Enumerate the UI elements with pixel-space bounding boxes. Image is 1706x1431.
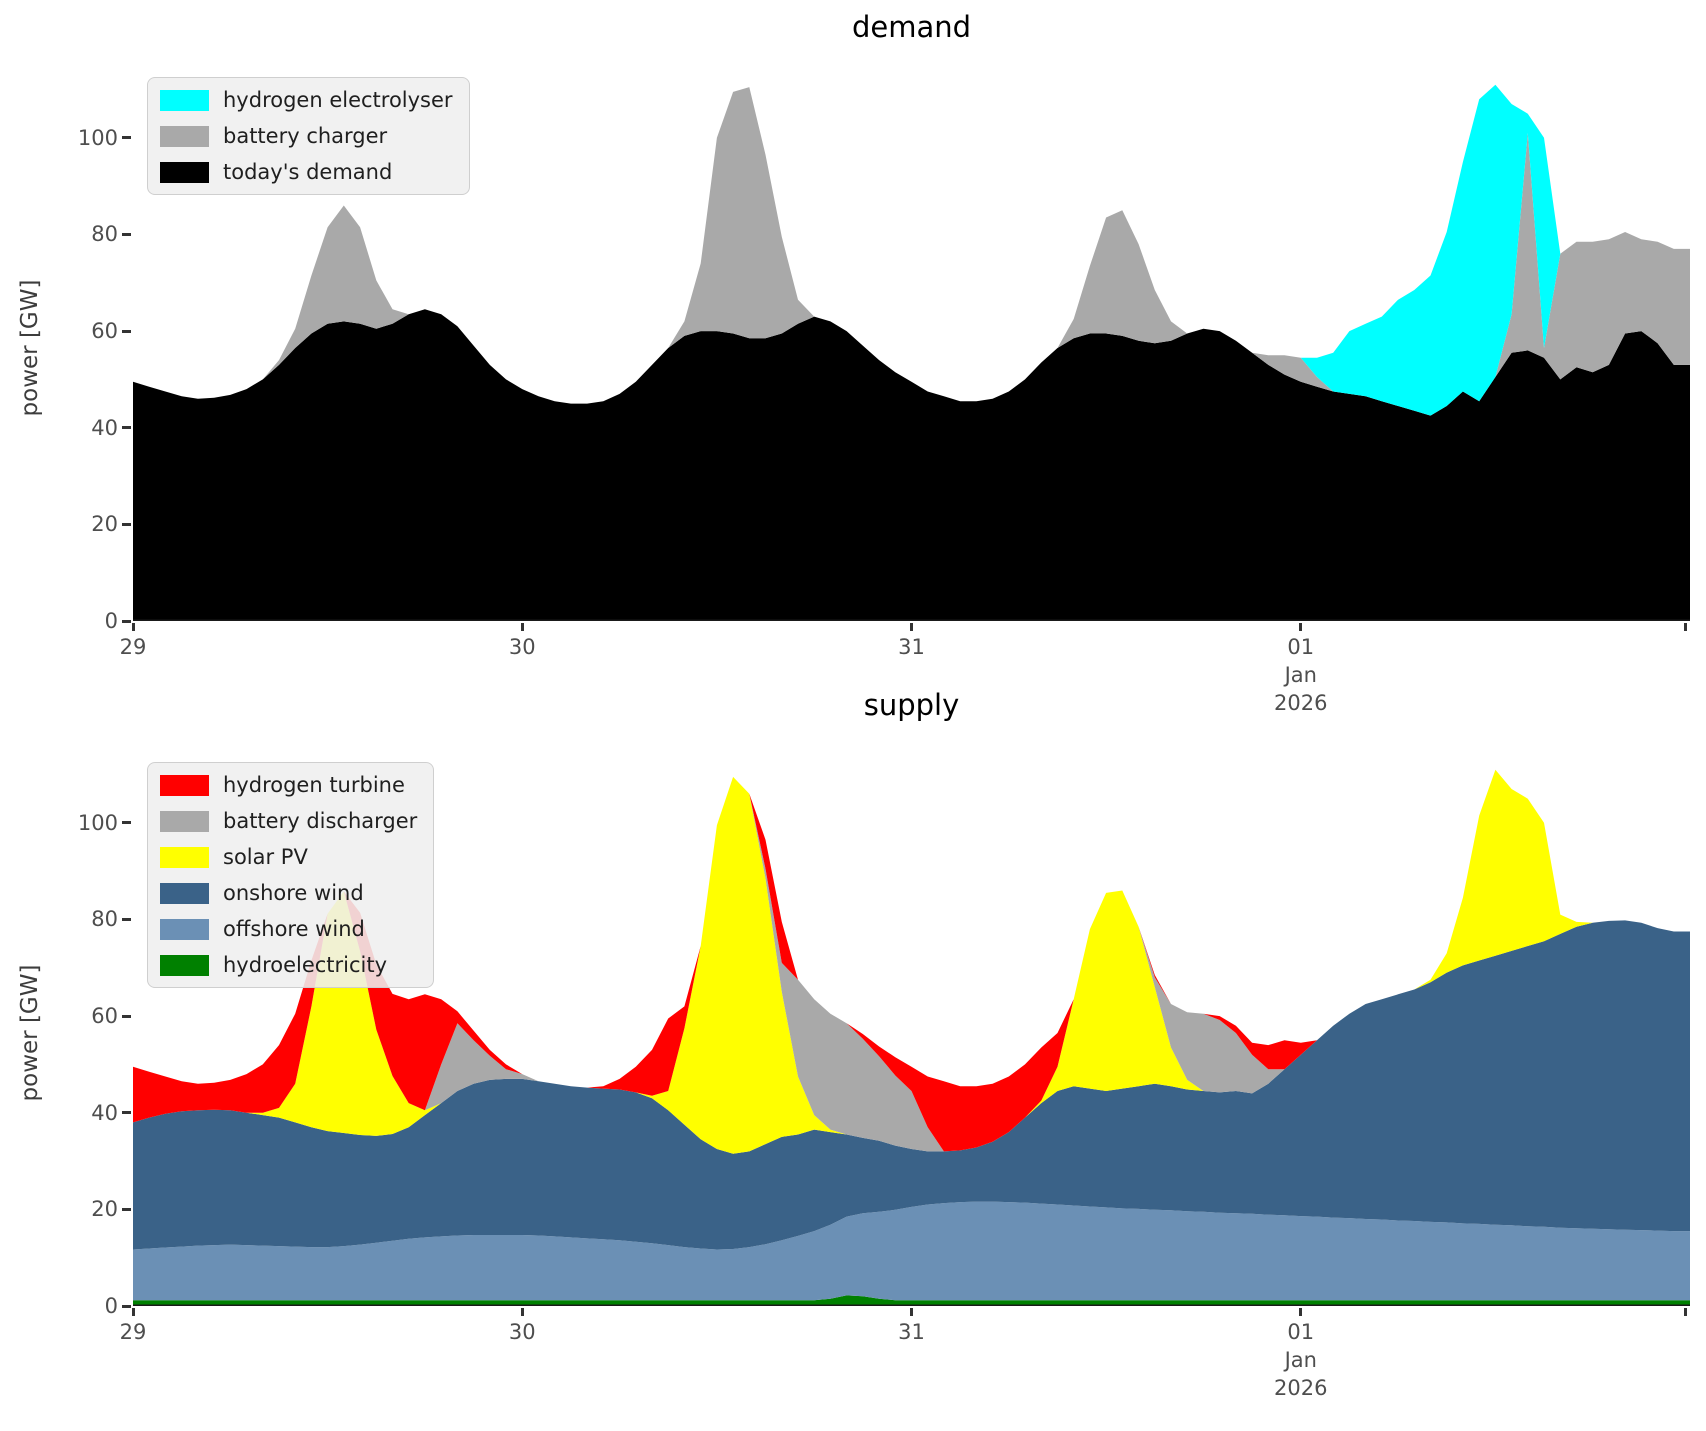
- y-tick-mark: [122, 1304, 131, 1308]
- x-tick-label: 29: [119, 1320, 147, 1344]
- legend-item: hydrogen electrolyser: [160, 88, 453, 112]
- y-tick-label: 0: [104, 1294, 118, 1318]
- x-tick-mark: [1299, 1308, 1303, 1316]
- y-tick-mark: [122, 329, 131, 333]
- chart-title-demand: demand: [851, 10, 972, 44]
- legend-swatch-battery-charger: [160, 125, 209, 147]
- x-tick-label: 30: [508, 1320, 536, 1344]
- y-tick-label: 100: [77, 810, 118, 835]
- demand-plot-area: [133, 84, 1690, 621]
- y-tick-mark: [122, 917, 131, 921]
- area-onshore-wind: [133, 920, 1690, 1250]
- x-tick-label: 31: [898, 1320, 925, 1344]
- x-tick-mark: [1683, 1308, 1687, 1316]
- area-solar-pv: [133, 769, 1690, 1154]
- y-tick-label: 60: [91, 1004, 118, 1029]
- x-tick-mark: [520, 1308, 524, 1316]
- x-tick-label: 2026: [1274, 1376, 1328, 1400]
- y-tick-label: 60: [91, 319, 118, 344]
- y-tick-mark: [122, 232, 131, 236]
- y-axis-label-demand: power [GW]: [17, 279, 43, 417]
- x-tick-label: Jan: [1284, 663, 1317, 687]
- y-tick-label: 20: [91, 512, 118, 537]
- legend-label: today's demand: [223, 160, 393, 184]
- y-tick-mark: [122, 619, 131, 623]
- x-tick-mark: [131, 1308, 135, 1316]
- legend-swatch-hydroelectricity: [160, 954, 209, 976]
- demand-legend: hydrogen electrolyser battery charger toda…: [147, 77, 470, 195]
- y-tick-label: 80: [91, 907, 118, 932]
- legend-item: battery discharger: [160, 809, 417, 833]
- y-tick-mark: [122, 1014, 131, 1018]
- y-tick-mark: [122, 522, 131, 526]
- legend-item: battery charger: [160, 124, 453, 148]
- supply-legend: hydrogen turbine battery discharger solar …: [147, 762, 435, 988]
- x-tick-mark: [910, 1308, 913, 1316]
- x-tick-mark: [131, 623, 135, 631]
- x-tick-label: Jan: [1284, 1348, 1317, 1372]
- legend-label: solar PV: [223, 845, 308, 869]
- legend-swatch-hydrogen-turbine: [160, 774, 209, 796]
- legend-swatch-hydrogen-electrolyser: [160, 89, 209, 111]
- x-tick-label: 2026: [1274, 691, 1328, 715]
- legend-item: today's demand: [160, 160, 453, 184]
- x-tick-mark: [520, 623, 524, 631]
- y-axis-label-supply: power [GW]: [17, 964, 43, 1102]
- legend-label: hydroelectricity: [223, 953, 388, 977]
- legend-label: battery discharger: [223, 809, 418, 833]
- x-tick-label: 01: [1287, 1320, 1315, 1344]
- y-tick-mark: [122, 1207, 131, 1211]
- area-today-s-demand: [133, 309, 1690, 621]
- legend-item: hydrogen turbine: [160, 773, 417, 797]
- legend-item: onshore wind: [160, 881, 417, 905]
- x-tick-mark: [1299, 623, 1303, 631]
- area-hydroelectricity: [133, 1295, 1690, 1306]
- x-tick-mark: [1683, 623, 1687, 631]
- legend-item: offshore wind: [160, 917, 417, 941]
- y-tick-label: 20: [91, 1197, 118, 1222]
- chart-title-supply: supply: [863, 688, 960, 722]
- legend-item: solar PV: [160, 845, 417, 869]
- y-tick-label: 40: [91, 1100, 118, 1125]
- y-tick-mark: [122, 426, 131, 430]
- legend-swatch-onshore-wind: [160, 882, 209, 904]
- legend-label: battery charger: [223, 124, 388, 148]
- legend-label: onshore wind: [223, 881, 364, 905]
- y-tick-label: 80: [91, 222, 118, 247]
- legend-swatch-solar-pv: [160, 846, 209, 868]
- legend-swatch-battery-discharger: [160, 810, 209, 832]
- x-tick-label: 01: [1287, 635, 1315, 659]
- y-tick-label: 40: [91, 415, 118, 440]
- y-tick-mark: [122, 136, 131, 140]
- legend-label: hydrogen electrolyser: [223, 88, 453, 112]
- x-tick-label: 31: [898, 635, 925, 659]
- area-hydrogen-turbine: [133, 769, 1690, 1152]
- x-tick-mark: [910, 623, 913, 631]
- x-tick-label: 30: [508, 635, 536, 659]
- legend-swatch-offshore-wind: [160, 918, 209, 940]
- area-offshore-wind: [133, 1201, 1690, 1301]
- y-tick-label: 100: [77, 125, 118, 150]
- legend-swatch-today-s-demand: [160, 161, 209, 183]
- y-tick-label: 0: [104, 609, 118, 633]
- legend-label: hydrogen turbine: [223, 773, 405, 797]
- y-tick-mark: [122, 821, 131, 825]
- x-tick-label: 29: [119, 635, 147, 659]
- legend-item: hydroelectricity: [160, 953, 417, 977]
- legend-label: offshore wind: [223, 917, 365, 941]
- supply-plot-area: [133, 769, 1690, 1306]
- y-tick-mark: [122, 1111, 131, 1115]
